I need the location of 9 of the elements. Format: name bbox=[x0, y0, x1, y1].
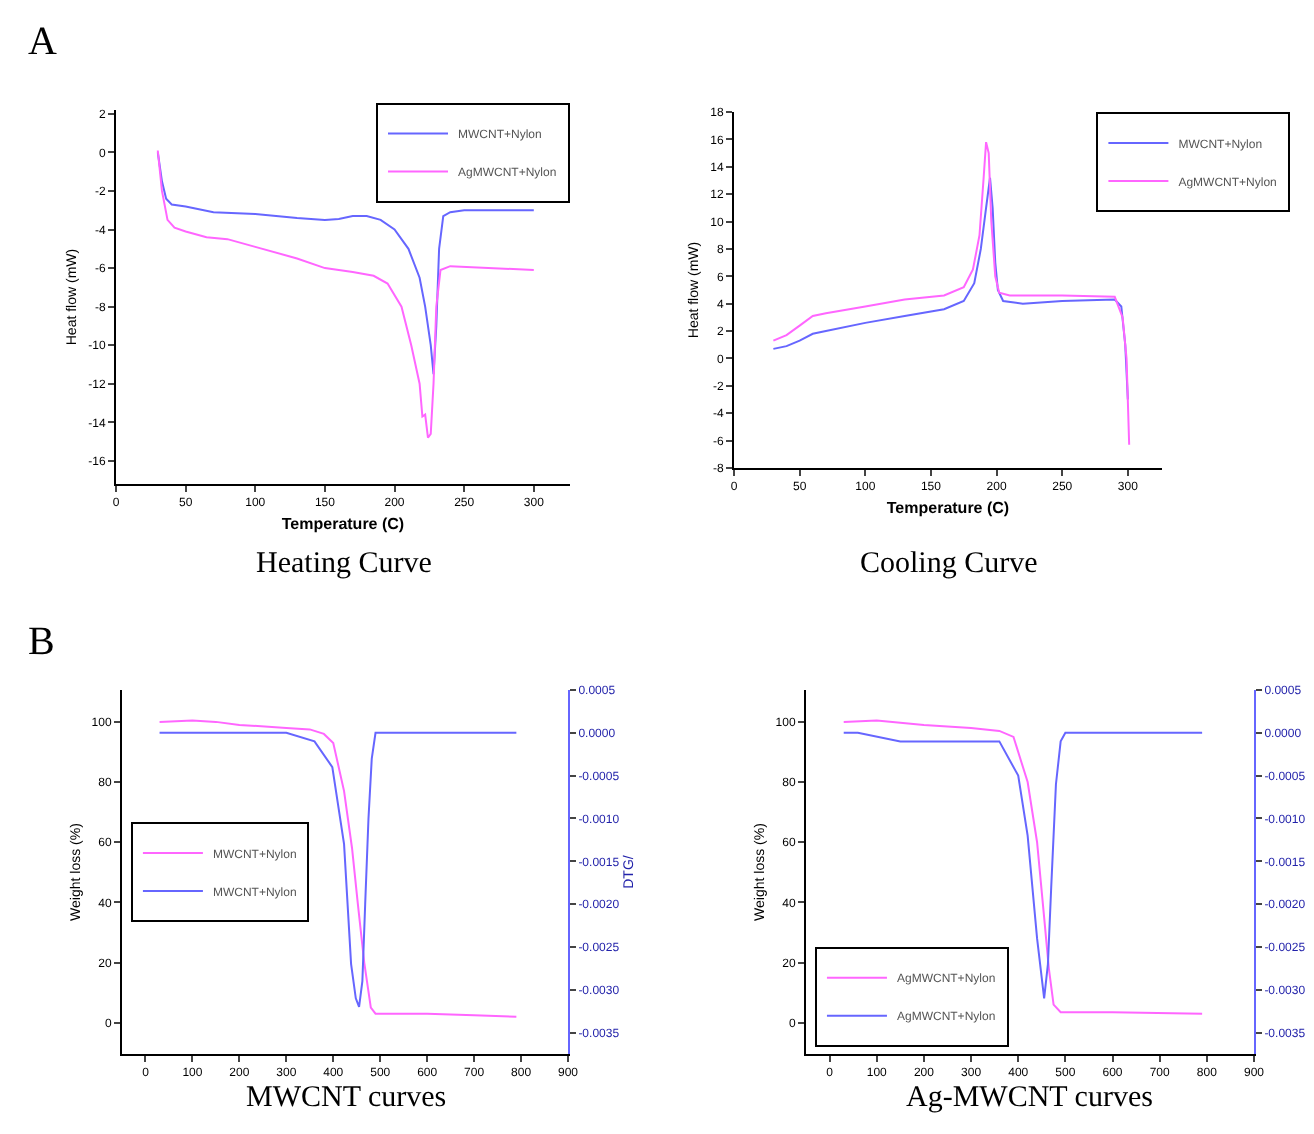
text: Cooling Curve bbox=[860, 548, 1039, 580]
text: B bbox=[28, 620, 55, 664]
text: MWCNT curves bbox=[246, 1082, 447, 1114]
x-axis-title: Temperature (C) bbox=[281, 514, 405, 533]
text: Heating Curve bbox=[256, 548, 433, 580]
text: A bbox=[28, 20, 58, 64]
x-axis-title: Temperature (C) bbox=[886, 498, 1010, 517]
text: Ag-MWCNT curves bbox=[906, 1082, 1154, 1114]
line-series bbox=[772, 141, 1131, 446]
